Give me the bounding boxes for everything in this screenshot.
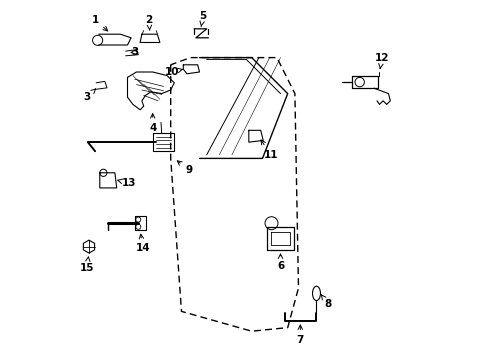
Text: 4: 4: [149, 114, 156, 133]
Text: 9: 9: [177, 161, 192, 175]
Text: 8: 8: [320, 294, 331, 309]
Text: 15: 15: [80, 257, 94, 273]
Text: 6: 6: [276, 254, 284, 271]
Text: 12: 12: [374, 53, 388, 68]
Text: 7: 7: [296, 325, 304, 345]
Text: 14: 14: [135, 234, 150, 253]
Text: 11: 11: [261, 140, 278, 160]
Text: 3: 3: [131, 47, 138, 57]
Text: 1: 1: [91, 15, 107, 31]
Text: 2: 2: [145, 15, 152, 30]
Text: 13: 13: [118, 178, 136, 188]
Text: 3: 3: [83, 89, 96, 102]
Text: 5: 5: [199, 11, 206, 27]
Text: 10: 10: [164, 67, 182, 77]
